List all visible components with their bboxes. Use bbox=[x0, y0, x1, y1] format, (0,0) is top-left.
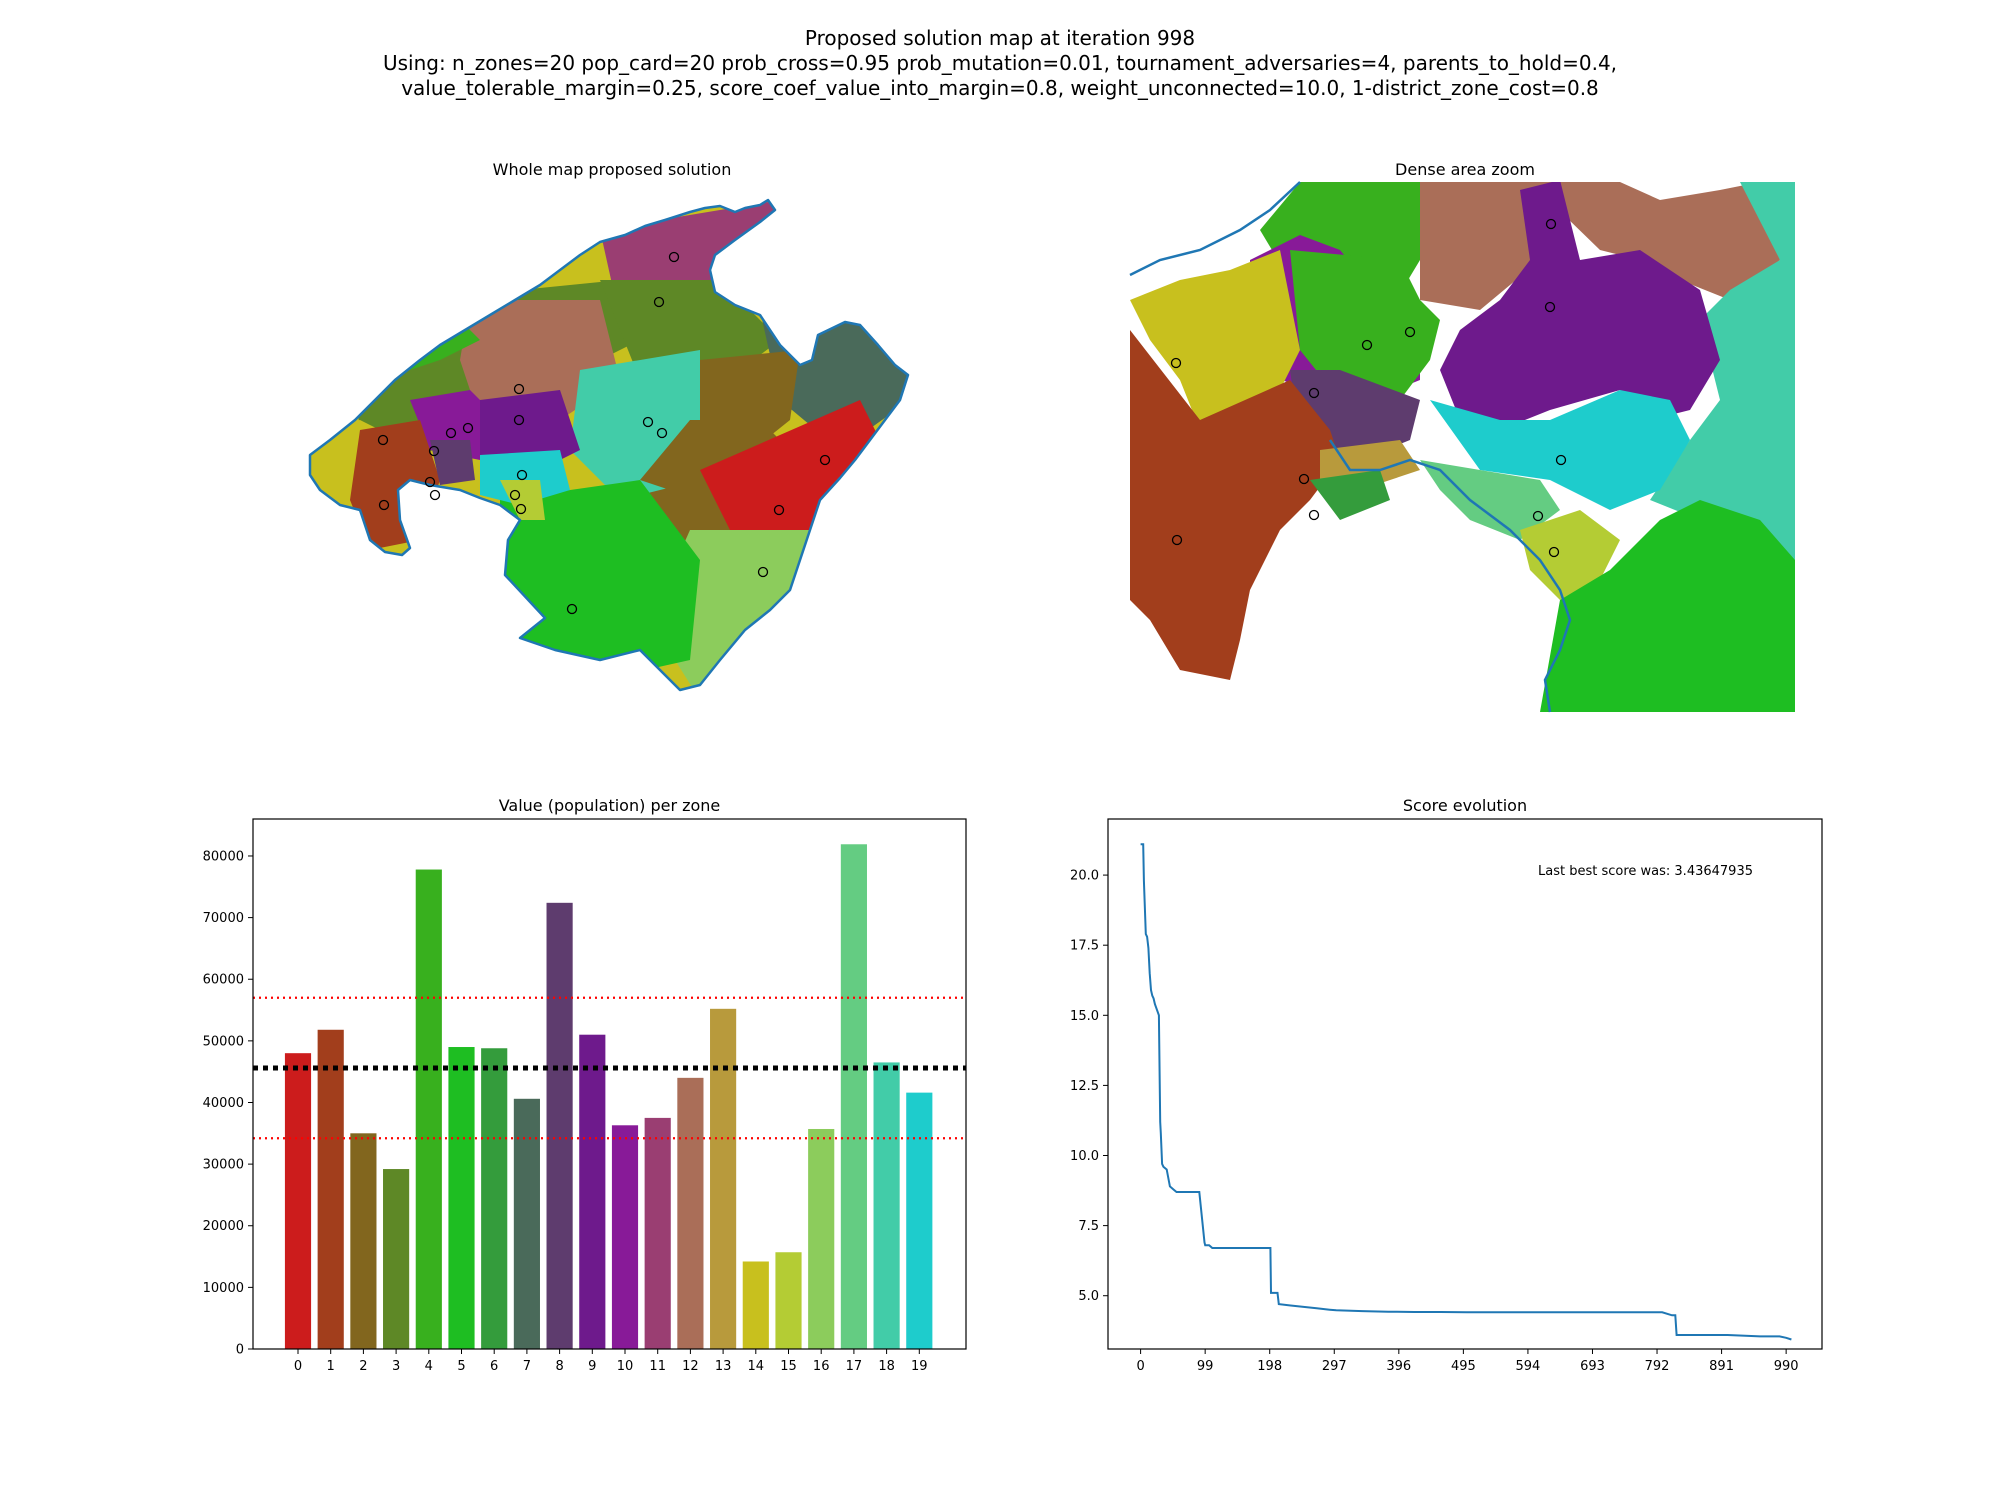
score-series-line bbox=[1140, 843, 1792, 1341]
x-tick-label: 4 bbox=[425, 1359, 433, 1374]
last-best-score-annotation: Last best score was: 3.43647935 bbox=[1538, 864, 1753, 879]
y-tick-label: 60000 bbox=[203, 973, 244, 988]
bar-7 bbox=[513, 1098, 540, 1349]
x-tick-label: 594 bbox=[1516, 1359, 1541, 1374]
x-tick-label: 0 bbox=[1136, 1359, 1144, 1374]
bar-chart-title: Value (population) per zone bbox=[498, 796, 721, 815]
bar-14 bbox=[742, 1261, 769, 1349]
bar-5 bbox=[448, 1047, 475, 1349]
x-tick-label: 19 bbox=[911, 1359, 928, 1374]
figure-title-line-1: Proposed solution map at iteration 998 bbox=[804, 26, 1196, 50]
y-tick-label: 70000 bbox=[203, 911, 244, 926]
whole-map-title: Whole map proposed solution bbox=[492, 160, 732, 179]
x-tick-label: 297 bbox=[1322, 1359, 1347, 1374]
x-tick-label: 8 bbox=[555, 1359, 563, 1374]
bar-18 bbox=[873, 1062, 900, 1349]
line-chart-frame bbox=[1107, 818, 1823, 1350]
x-tick-label: 11 bbox=[649, 1359, 666, 1374]
bar-1 bbox=[317, 1029, 344, 1349]
x-tick-label: 14 bbox=[748, 1359, 765, 1374]
bar-8 bbox=[546, 902, 573, 1349]
x-tick-label: 198 bbox=[1257, 1359, 1282, 1374]
x-tick-label: 495 bbox=[1451, 1359, 1476, 1374]
zoom-map bbox=[1129, 181, 1795, 713]
y-tick-label: 5.0 bbox=[1078, 1289, 1099, 1304]
y-tick-label: 17.5 bbox=[1070, 939, 1099, 954]
x-tick-label: 1 bbox=[327, 1359, 335, 1374]
x-tick-label: 0 bbox=[294, 1359, 302, 1374]
x-tick-label: 18 bbox=[878, 1359, 895, 1374]
y-tick-label: 80000 bbox=[203, 849, 244, 864]
bar-10 bbox=[611, 1125, 639, 1349]
x-tick-label: 10 bbox=[617, 1359, 634, 1374]
x-tick-label: 2 bbox=[359, 1359, 367, 1374]
bar-3 bbox=[383, 1169, 410, 1349]
x-tick-label: 891 bbox=[1709, 1359, 1734, 1374]
bar-2 bbox=[350, 1133, 377, 1349]
y-tick-label: 12.5 bbox=[1070, 1079, 1099, 1094]
x-tick-label: 7 bbox=[523, 1359, 531, 1374]
x-tick-label: 3 bbox=[392, 1359, 400, 1374]
line-chart-title: Score evolution bbox=[1402, 796, 1528, 815]
x-tick-label: 17 bbox=[846, 1359, 863, 1374]
bar-6 bbox=[481, 1048, 508, 1349]
x-tick-label: 6 bbox=[490, 1359, 498, 1374]
x-tick-label: 792 bbox=[1645, 1359, 1670, 1374]
bar-0 bbox=[284, 1053, 312, 1349]
x-tick-label: 15 bbox=[780, 1359, 797, 1374]
x-tick-label: 99 bbox=[1197, 1359, 1214, 1374]
y-tick-label: 50000 bbox=[203, 1034, 244, 1049]
zoom-map-title: Dense area zoom bbox=[1395, 160, 1535, 179]
bar-16 bbox=[808, 1128, 835, 1349]
y-tick-label: 20.0 bbox=[1070, 869, 1099, 884]
y-tick-label: 0 bbox=[236, 1343, 244, 1358]
bar-4 bbox=[415, 869, 442, 1349]
y-tick-label: 10.0 bbox=[1070, 1149, 1099, 1164]
bar-chart-frame bbox=[252, 818, 967, 1350]
bar-17 bbox=[840, 844, 867, 1349]
x-tick-label: 396 bbox=[1386, 1359, 1411, 1374]
x-tick-label: 990 bbox=[1774, 1359, 1799, 1374]
y-tick-label: 20000 bbox=[203, 1219, 244, 1234]
bar-11 bbox=[644, 1117, 671, 1349]
bar-9 bbox=[579, 1034, 606, 1349]
y-tick-label: 7.5 bbox=[1078, 1219, 1099, 1234]
y-tick-label: 15.0 bbox=[1070, 1009, 1099, 1024]
x-tick-label: 12 bbox=[682, 1359, 699, 1374]
y-tick-label: 30000 bbox=[203, 1158, 244, 1173]
x-tick-label: 693 bbox=[1580, 1359, 1605, 1374]
figure-title: Proposed solution map at iteration 998 U… bbox=[0, 26, 2000, 101]
y-tick-label: 10000 bbox=[203, 1281, 244, 1296]
bar-15 bbox=[775, 1252, 802, 1349]
x-tick-label: 13 bbox=[715, 1359, 732, 1374]
figure-title-line-3: value_tolerable_margin=0.25, score_coef_… bbox=[401, 76, 1599, 100]
y-tick-label: 40000 bbox=[203, 1096, 244, 1111]
x-tick-label: 5 bbox=[457, 1359, 465, 1374]
figure-title-line-2: Using: n_zones=20 pop_card=20 prob_cross… bbox=[382, 51, 1618, 75]
bar-12 bbox=[677, 1077, 704, 1349]
bar-19 bbox=[906, 1092, 933, 1349]
x-tick-label: 9 bbox=[588, 1359, 596, 1374]
x-tick-label: 16 bbox=[813, 1359, 830, 1374]
